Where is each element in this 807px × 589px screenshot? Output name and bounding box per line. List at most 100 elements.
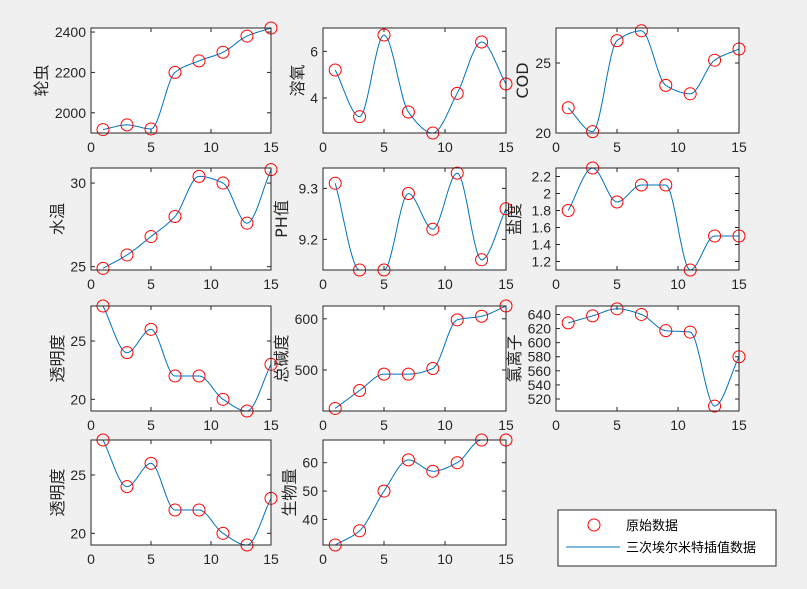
raw-data-point <box>353 384 367 398</box>
axes-frame <box>322 27 507 134</box>
x-tick-label: 0 <box>319 417 327 433</box>
raw-data-point <box>610 34 624 48</box>
raw-data-point <box>683 325 697 339</box>
raw-data-point <box>144 122 158 136</box>
y-tick-label: 40 <box>302 511 318 527</box>
y-tick-label: 9.2 <box>299 231 319 247</box>
legend: 原始数据 三次埃尔米特插值数据 <box>557 509 777 567</box>
y-tick-label: 20 <box>70 525 86 541</box>
raw-data-point <box>353 110 367 124</box>
legend-label-raw: 原始数据 <box>626 519 678 534</box>
raw-data-point <box>450 86 464 100</box>
x-tick-label: 10 <box>670 276 686 292</box>
y-tick-label: 20 <box>70 391 86 407</box>
raw-data-point <box>561 101 575 115</box>
y-tick-label: 560 <box>528 363 552 379</box>
y-axis-label: 透明度 <box>48 334 67 382</box>
x-tick-label: 0 <box>87 417 95 433</box>
axes-frame <box>322 439 507 546</box>
x-tick-label: 10 <box>437 139 453 155</box>
raw-data-point <box>634 178 648 192</box>
y-tick-label: 2.2 <box>532 169 552 185</box>
raw-data-point <box>192 369 206 383</box>
axes-frame <box>555 27 740 134</box>
y-axis-label: 水温 <box>48 203 67 235</box>
y-tick-label: 25 <box>70 259 86 275</box>
y-tick-label: 2200 <box>55 64 86 80</box>
subplot-1: 0 5 10 15 2000 2200 2400 轮虫 <box>32 21 279 155</box>
axes-background <box>91 440 271 545</box>
subplot-2: 0 5 10 15 4 6溶氧 <box>288 27 514 155</box>
x-tick-label: 10 <box>437 276 453 292</box>
axes-frame <box>90 305 272 412</box>
raw-data-point <box>450 166 464 180</box>
raw-data-point <box>168 369 182 383</box>
x-tick-label: 0 <box>87 551 95 567</box>
y-tick-label: 1.6 <box>532 220 552 236</box>
axes-frame <box>322 305 507 412</box>
raw-data-point <box>450 456 464 470</box>
raw-data-point <box>96 261 110 275</box>
raw-data-point <box>192 54 206 68</box>
x-tick-label: 10 <box>203 551 219 567</box>
interp-series-line <box>334 305 507 409</box>
y-tick-label: 600 <box>528 335 552 351</box>
y-tick-label: 2 <box>543 186 551 202</box>
raw-data-point <box>586 309 600 323</box>
y-tick-label: 640 <box>528 306 552 322</box>
axes-frame <box>90 439 272 546</box>
raw-data-point <box>168 65 182 79</box>
x-tick-label: 10 <box>203 276 219 292</box>
raw-data-point <box>120 346 134 360</box>
raw-data-point <box>450 313 464 327</box>
raw-data-point <box>401 453 415 467</box>
interp-series-line <box>567 167 739 271</box>
x-tick-label: 0 <box>319 551 327 567</box>
axes-background <box>323 440 506 545</box>
legend-marker-raw <box>587 518 601 532</box>
raw-data-point <box>120 480 134 494</box>
raw-data-point <box>475 309 489 323</box>
x-tick-label: 5 <box>380 551 388 567</box>
raw-data-point <box>634 307 648 321</box>
x-tick-label: 10 <box>670 139 686 155</box>
y-axis-label: 氯离子 <box>505 334 524 382</box>
y-tick-label: 1.8 <box>532 203 552 219</box>
y-tick-label: 1.4 <box>532 237 552 253</box>
raw-data-point <box>353 524 367 538</box>
y-tick-label: 1.2 <box>532 254 552 270</box>
x-tick-label: 15 <box>731 417 747 433</box>
y-axis-label: PH值 <box>272 200 291 238</box>
x-tick-label: 5 <box>613 417 621 433</box>
axes-background <box>323 306 506 411</box>
y-axis-label: 盐度 <box>505 203 524 235</box>
x-tick-label: 15 <box>263 139 279 155</box>
y-tick-label: 25 <box>70 467 86 483</box>
axes-frame <box>555 305 740 412</box>
raw-data-point <box>328 63 342 77</box>
x-tick-label: 15 <box>263 551 279 567</box>
raw-data-point <box>377 367 391 381</box>
y-axis-label: 轮虫 <box>32 64 51 96</box>
raw-data-point <box>192 503 206 517</box>
y-tick-label: 20 <box>535 125 551 141</box>
axes-background <box>91 28 271 133</box>
y-tick-label: 6 <box>310 43 318 59</box>
raw-data-point <box>144 322 158 336</box>
interp-series-line <box>102 169 272 269</box>
raw-data-point <box>659 178 673 192</box>
y-tick-label: 30 <box>70 175 86 191</box>
y-tick-label: 2400 <box>55 24 86 40</box>
axes-frame <box>90 27 272 134</box>
interp-series-line <box>102 27 272 131</box>
y-tick-label: 4 <box>310 90 318 106</box>
raw-data-point <box>426 222 440 236</box>
